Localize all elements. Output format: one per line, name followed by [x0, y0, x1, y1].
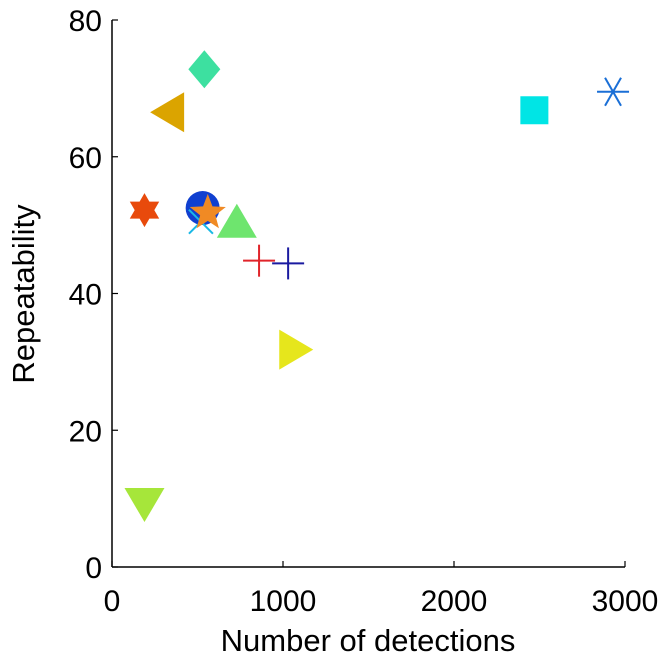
y-axis-label: Repeatability — [6, 204, 41, 384]
data-point-triangle-down — [124, 488, 165, 523]
data-point-triangle-up — [216, 203, 257, 238]
data-point-plus — [243, 244, 276, 277]
x-ticks: 0 1000 2000 3000 — [104, 561, 659, 618]
x-axis-label: Number of detections — [221, 623, 516, 658]
y-tick-label: 60 — [69, 142, 102, 175]
data-point-square — [520, 96, 549, 125]
data-point-triangle-left — [150, 92, 185, 133]
data-point-diamond — [188, 50, 221, 89]
x-tick-label: 1000 — [250, 585, 317, 618]
x-tick-label: 2000 — [421, 585, 488, 618]
data-point-asterisk — [597, 77, 630, 107]
y-tick-label: 0 — [85, 552, 102, 585]
axes: 0 1000 2000 3000 0 20 40 60 80 — [69, 5, 659, 618]
y-tick-label: 80 — [69, 5, 102, 38]
y-tick-label: 40 — [69, 279, 102, 312]
x-tick-label: 3000 — [592, 585, 659, 618]
x-tick-label: 0 — [104, 585, 121, 618]
y-tick-label: 20 — [69, 415, 102, 448]
y-ticks: 0 20 40 60 80 — [69, 5, 118, 585]
data-point-plus — [272, 247, 305, 280]
data-points — [124, 50, 630, 523]
data-point-hexagram — [129, 193, 160, 228]
data-point-triangle-right — [279, 329, 314, 370]
data-point-pentagram — [189, 193, 226, 229]
